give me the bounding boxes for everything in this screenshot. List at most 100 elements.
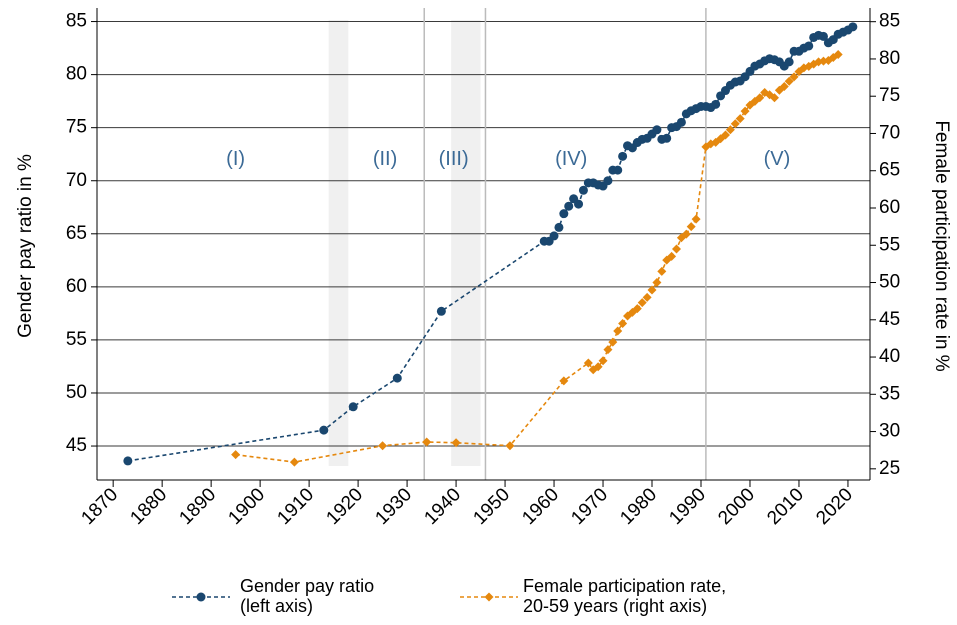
point <box>755 93 765 103</box>
point <box>833 49 843 59</box>
point <box>637 298 647 308</box>
period-label: (III) <box>439 148 469 170</box>
point <box>662 133 672 143</box>
y2-tick-label: 45 <box>879 309 900 330</box>
point <box>574 199 584 209</box>
y2-axis-title: Female participation rate in % <box>931 120 952 371</box>
point <box>735 114 745 124</box>
x-tick-label: 1960 <box>518 484 563 529</box>
point <box>730 119 740 129</box>
x-tick-label: 1920 <box>322 484 367 529</box>
point <box>691 214 701 224</box>
point <box>769 93 779 103</box>
y2-tick-label: 55 <box>879 234 900 255</box>
point <box>652 125 662 135</box>
y-tick-label: 65 <box>66 223 87 244</box>
point <box>657 266 667 276</box>
point <box>378 441 388 451</box>
y-tick-label: 75 <box>66 117 87 138</box>
x-tick-label: 1990 <box>665 484 710 529</box>
point <box>348 402 358 412</box>
y2-tick-label: 60 <box>879 197 900 218</box>
y2-tick-label: 80 <box>879 48 900 69</box>
point <box>848 22 858 32</box>
shaded-range <box>451 20 481 466</box>
point <box>603 345 613 355</box>
x-tick-label: 1890 <box>175 484 220 529</box>
point <box>392 373 402 383</box>
point <box>642 292 652 302</box>
point <box>779 82 789 92</box>
legend-swatch <box>172 592 230 602</box>
point <box>632 304 642 314</box>
point <box>603 176 613 186</box>
point <box>231 450 241 460</box>
point <box>578 185 588 195</box>
point <box>505 441 515 451</box>
point <box>711 99 721 109</box>
point <box>740 106 750 116</box>
point <box>818 31 828 41</box>
y-tick-label: 55 <box>66 329 87 350</box>
legend-marker <box>196 592 206 602</box>
point <box>647 285 657 295</box>
period-label: (II) <box>373 148 397 170</box>
y2-tick-label: 70 <box>879 122 900 143</box>
point <box>789 72 799 82</box>
point <box>583 358 593 368</box>
y-axis-title: Gender pay ratio in % <box>15 154 36 338</box>
period-label: (IV) <box>555 148 587 170</box>
point <box>686 222 696 232</box>
point <box>720 130 730 140</box>
point <box>784 76 794 86</box>
y2-tick-label: 40 <box>879 346 900 367</box>
y-tick-label: 45 <box>66 435 87 456</box>
point <box>804 41 814 51</box>
x-tick-label: 1950 <box>469 484 514 529</box>
period-label: (V) <box>764 148 791 170</box>
point <box>559 376 569 386</box>
point <box>451 438 461 448</box>
point <box>436 306 446 316</box>
point <box>123 456 133 466</box>
point <box>784 57 794 67</box>
x-tick-label: 1940 <box>420 484 465 529</box>
point <box>319 425 329 435</box>
point <box>676 117 686 127</box>
x-tick-label: 1900 <box>224 484 269 529</box>
series-line <box>235 53 839 463</box>
y2-tick-label: 65 <box>879 160 900 181</box>
point <box>422 437 432 447</box>
legend-swatch <box>460 592 518 602</box>
point <box>667 251 677 261</box>
y2-tick-label: 25 <box>879 458 900 479</box>
y2-tick-label: 50 <box>879 272 900 293</box>
y2-tick-label: 85 <box>879 11 900 32</box>
period-label: (I) <box>226 148 245 170</box>
point <box>564 201 574 211</box>
point <box>593 362 603 372</box>
point <box>559 209 569 219</box>
point <box>549 231 559 241</box>
y-tick-label: 70 <box>66 170 87 191</box>
y2-tick-label: 75 <box>879 85 900 106</box>
point <box>554 222 564 232</box>
legend-marker <box>484 592 494 602</box>
x-tick-label: 1870 <box>78 484 123 529</box>
point <box>799 63 809 73</box>
point <box>608 337 618 347</box>
shaded-range <box>328 20 349 466</box>
series-line <box>127 26 854 462</box>
point <box>613 326 623 336</box>
x-tick-label: 1970 <box>567 484 612 529</box>
y2-tick-label: 35 <box>879 383 900 404</box>
point <box>598 356 608 366</box>
y-tick-label: 85 <box>66 11 87 32</box>
y2-tick-label: 30 <box>879 421 900 442</box>
x-tick-label: 2020 <box>812 484 857 529</box>
x-tick-label: 1930 <box>371 484 416 529</box>
y-tick-label: 80 <box>66 64 87 85</box>
legend-label: Female participation rate, 20-59 years (… <box>523 576 727 616</box>
y-tick-label: 60 <box>66 276 87 297</box>
